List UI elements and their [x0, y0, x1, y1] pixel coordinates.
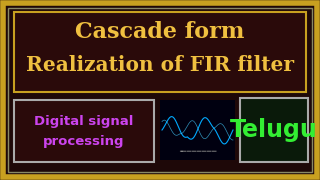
Bar — [14, 100, 154, 162]
Text: processing: processing — [43, 136, 125, 148]
Text: ═══════════════: ═══════════════ — [179, 150, 216, 154]
Text: Telugu: Telugu — [230, 118, 318, 142]
Text: Cascade form: Cascade form — [75, 21, 245, 43]
Bar — [240, 98, 308, 162]
Text: Realization of FIR filter: Realization of FIR filter — [26, 55, 294, 75]
Bar — [160, 100, 235, 160]
Text: Digital signal: Digital signal — [34, 116, 134, 129]
Bar — [14, 12, 306, 92]
